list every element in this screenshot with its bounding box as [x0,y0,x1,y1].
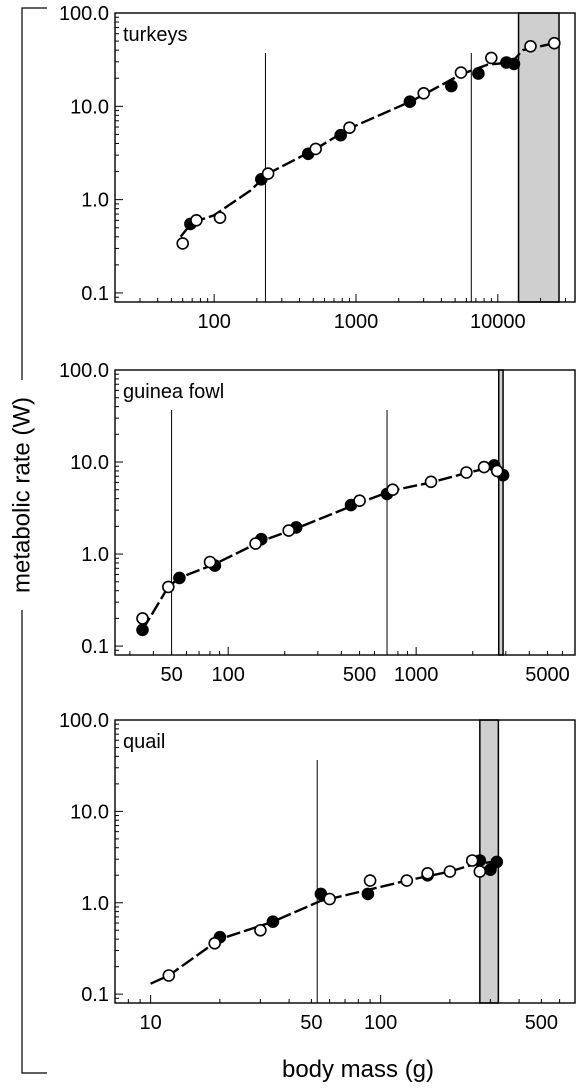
x-tick-label-50: 50 [160,664,182,686]
panel-title-turkeys: turkeys [123,24,187,46]
open-point-5 [353,494,366,508]
y-tick-label-10-0: 10.0 [70,96,109,118]
panel-guinea-fowl: 0.1 1.0 10.0 100.0 50 100 500 1000 5000 guinea fo… [59,360,576,686]
open-point-4 [309,142,323,156]
open-point-8 [460,466,473,479]
y-tick-label-1-0: 1.0 [81,893,109,915]
open-point-4 [282,524,296,537]
open-point-9 [524,39,537,53]
panel-quail: 0.1 1.0 10.0 100.0 10 50 100 500 quail [59,710,576,1034]
open-point-3 [249,537,262,550]
open-point-7 [443,865,457,878]
y-tick-label-1-0: 1.0 [81,544,109,566]
filled-point-6 [472,67,485,80]
plot-frame [114,369,576,656]
filled-point-1 [266,915,280,929]
x-tick-label-1000: 1000 [394,664,439,686]
y-tick-label-0-1: 0.1 [81,283,109,305]
y-tick-label-0-1: 0.1 [81,984,109,1006]
plot-frame [114,12,576,303]
panel-title-quail: quail [123,731,165,753]
open-point-6 [417,87,431,100]
fit-curve [179,42,555,238]
filled-point-1 [173,571,186,585]
x-tick-label-10: 10 [140,1012,162,1034]
open-point-0 [176,237,189,250]
open-point-6 [421,866,434,880]
open-point-2 [213,211,227,224]
x-tick-label-500: 500 [525,1012,558,1034]
panel-turkeys: 0.1 1.0 10.0 100.0 100 1000 10000 turkeys [59,3,576,333]
x-tick-label-100: 100 [364,1012,397,1034]
y-title-background [6,380,38,610]
y-tick-label-100-0: 100.0 [59,360,109,382]
filled-point-0 [136,623,149,637]
filled-point-3 [334,128,348,142]
open-point-8 [484,51,498,65]
x-tick-label-50: 50 [300,1012,322,1034]
fit-curve [141,466,504,631]
open-point-9 [473,865,487,878]
open-point-0 [162,969,176,982]
y-tick-label-10-0: 10.0 [70,801,109,823]
shaded-region [517,12,560,303]
filled-point-5 [444,79,458,93]
open-point-1 [190,214,203,227]
plot-frame [114,719,576,1004]
y-tick-label-100-0: 100.0 [59,710,109,732]
y-tick-label-100-0: 100.0 [59,3,109,25]
open-point-8 [465,854,479,867]
y-tick-label-10-0: 10.0 [70,452,109,474]
fit-curve [150,860,497,985]
open-point-5 [400,874,414,887]
x-tick-label-10000: 10000 [470,311,526,333]
open-point-7 [454,66,468,79]
filled-point-4 [403,95,417,108]
open-point-10 [490,464,504,478]
panel-title-guinea-fowl: guinea fowl [123,381,224,403]
open-point-1 [208,936,221,950]
open-point-9 [477,460,491,474]
open-point-6 [386,483,400,497]
open-point-1 [162,580,175,594]
x-tick-label-5000: 5000 [525,664,570,686]
filled-point-8 [507,57,521,71]
open-point-10 [547,36,561,50]
y-tick-label-0-1: 0.1 [81,636,109,658]
x-tick-label-100: 100 [211,664,244,686]
shaded-region [497,369,504,656]
x-tick-label-1000: 1000 [334,311,379,333]
filled-point-3 [361,887,375,901]
y-axis-title: metabolic rate (W) [9,397,36,593]
open-point-4 [363,874,377,887]
open-point-3 [261,167,275,180]
x-axis-title: body mass (g) [282,1056,434,1083]
x-tick-label-100: 100 [197,311,230,333]
open-point-5 [343,121,356,134]
y-tick-label-1-0: 1.0 [81,190,109,212]
open-point-2 [203,555,217,569]
open-point-2 [254,923,267,937]
open-point-0 [136,612,149,625]
filled-point-7 [490,855,504,869]
x-tick-label-500: 500 [343,664,376,686]
open-point-3 [323,892,336,906]
open-point-7 [424,475,438,489]
